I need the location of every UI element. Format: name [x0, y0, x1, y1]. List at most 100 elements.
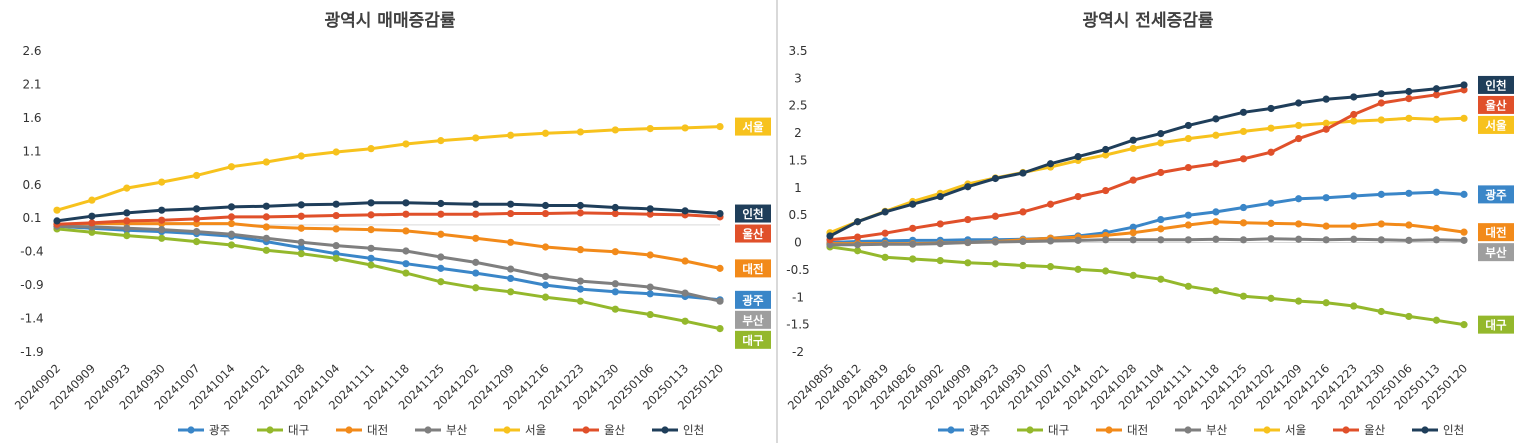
data-point-인천 [227, 203, 236, 211]
data-point-울산 [1322, 125, 1330, 133]
y-tick-label: 0 [794, 236, 802, 250]
data-point-인천 [991, 174, 999, 183]
data-point-대전 [541, 243, 550, 251]
data-point-대전 [1350, 222, 1358, 230]
data-point-대구 [1377, 307, 1385, 316]
data-point-광주 [1157, 215, 1165, 224]
series-line-부산 [55, 224, 722, 303]
data-point-울산 [936, 220, 944, 228]
chart-title: 광역시 매매증감률 [324, 11, 455, 31]
data-point-인천 [909, 200, 917, 208]
data-point-부산 [1239, 236, 1248, 244]
data-point-부산 [367, 244, 375, 252]
data-point-인천 [1295, 99, 1303, 107]
data-point-인천 [297, 201, 305, 209]
data-point-울산 [541, 209, 550, 218]
series-end-label-대전: 대전 [1478, 223, 1514, 242]
data-point-부산 [192, 228, 201, 236]
data-point-울산 [123, 217, 131, 225]
legend-item-울산: 울산 [1333, 423, 1386, 437]
y-tick-label: -0.9 [20, 278, 43, 292]
data-point-대구 [192, 238, 201, 246]
data-point-대구 [507, 288, 515, 296]
series-end-label-text: 대전 [742, 262, 763, 276]
data-point-부산 [1184, 236, 1192, 244]
sale-change-chart-panel: 광역시 매매증감률 2.6 2.1 1.6 1.1 0.6 0.1 -0.4 -0.9 -1.4 -… [11, 11, 771, 437]
data-point-인천 [1102, 145, 1110, 154]
data-point-대전 [1460, 228, 1468, 236]
data-point-대구 [1046, 263, 1055, 271]
series-end-label-text: 인천 [742, 207, 763, 221]
legend-marker [1263, 426, 1271, 434]
data-point-부산 [297, 238, 305, 246]
data-point-대구 [1157, 275, 1165, 283]
data-point-광주 [541, 281, 550, 289]
data-point-부산 [1377, 236, 1385, 244]
data-point-대구 [1460, 321, 1468, 329]
data-point-대전 [576, 246, 585, 254]
legend-item-대전: 대전 [336, 423, 388, 437]
data-point-인천 [53, 217, 61, 225]
data-point-부산 [1212, 235, 1220, 243]
data-point-서울 [367, 145, 375, 153]
data-point-대구 [472, 284, 480, 292]
data-point-광주 [507, 274, 515, 283]
data-point-서울 [1239, 127, 1248, 136]
series-end-label-울산: 울산 [735, 224, 771, 243]
data-point-광주 [1432, 188, 1441, 196]
series-end-label-box [1478, 75, 1514, 94]
data-point-울산 [472, 210, 480, 218]
data-point-울산 [964, 215, 972, 224]
data-point-울산 [332, 211, 340, 220]
series-end-label-인천: 인천 [1478, 75, 1514, 94]
series-end-label-box [735, 290, 771, 309]
data-point-서울 [1212, 131, 1220, 139]
chart-title: 광역시 전세증감률 [1082, 11, 1213, 31]
data-point-인천 [1157, 130, 1165, 138]
series-line-울산 [828, 88, 1466, 242]
series-end-label-text: 부산 [742, 313, 764, 327]
data-point-부산 [611, 280, 619, 288]
series-end-label-text: 서울 [742, 120, 764, 134]
series-end-label-box [735, 224, 771, 243]
data-point-대전 [1322, 222, 1330, 230]
data-point-울산 [297, 212, 305, 220]
data-point-대구 [158, 234, 166, 242]
data-point-서울 [1184, 134, 1192, 143]
data-point-광주 [1267, 199, 1275, 207]
data-point-부산 [1460, 236, 1468, 244]
legend-label: 대전 [367, 423, 388, 437]
data-point-서울 [1350, 117, 1358, 125]
data-point-대전 [1184, 221, 1192, 229]
data-point-대전 [1432, 224, 1441, 232]
data-point-울산 [88, 219, 96, 227]
data-point-부산 [853, 241, 862, 249]
series-end-label-box [1478, 95, 1514, 114]
legend-marker [503, 426, 511, 434]
jeonse-change-chart: 광역시 전세증감률3.532.521.510.50-0.5-1-1.5-2202… [785, 11, 1514, 437]
legend-item-서울: 서울 [494, 423, 546, 437]
data-point-대전 [367, 225, 375, 234]
data-point-인천 [367, 199, 375, 207]
data-point-대구 [1102, 267, 1110, 275]
data-point-부산 [472, 258, 480, 266]
data-point-서울 [158, 178, 166, 186]
series-end-label-text: 부산 [1485, 246, 1507, 260]
data-point-인천 [1184, 121, 1192, 130]
series-end-label-text: 대전 [1485, 226, 1506, 240]
y-tick-label: -1.4 [20, 312, 43, 326]
data-point-부산 [541, 272, 550, 281]
data-point-울산 [227, 213, 236, 221]
data-point-서울 [1157, 139, 1165, 147]
data-point-대구 [541, 293, 550, 301]
series-end-label-box [1478, 223, 1514, 242]
data-point-부산 [123, 224, 131, 232]
data-point-서울 [227, 163, 236, 171]
legend-marker [661, 426, 669, 434]
data-point-광주 [576, 285, 585, 293]
data-point-인천 [88, 212, 96, 220]
data-point-울산 [909, 224, 917, 232]
data-point-서울 [88, 196, 96, 204]
series-end-label-text: 울산 [1485, 98, 1507, 112]
legend-marker [1105, 426, 1113, 434]
